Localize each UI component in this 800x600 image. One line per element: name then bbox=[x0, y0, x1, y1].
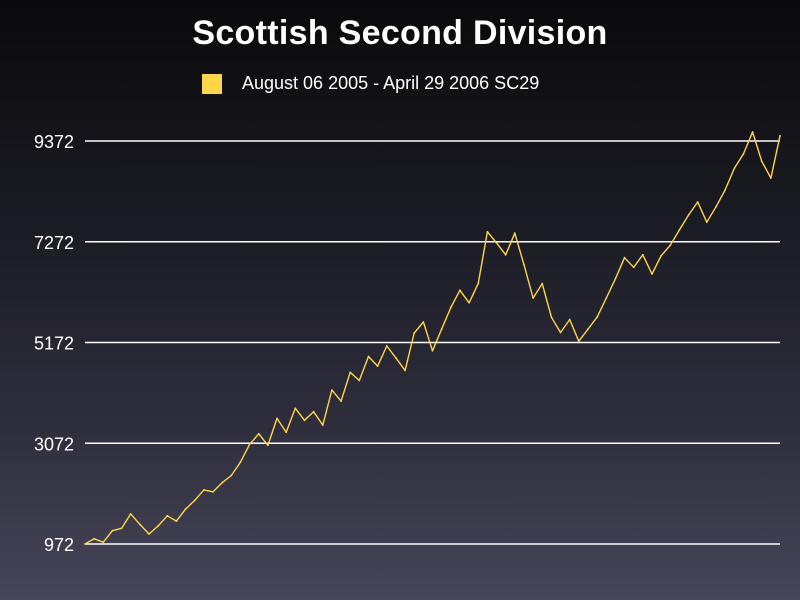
data-point bbox=[221, 481, 224, 484]
data-point bbox=[111, 529, 114, 532]
y-tick-label: 9372 bbox=[34, 132, 74, 152]
data-point bbox=[129, 512, 132, 515]
data-point bbox=[367, 355, 370, 358]
data-point bbox=[239, 461, 242, 463]
data-point bbox=[660, 254, 663, 257]
data-point bbox=[568, 318, 571, 321]
data-point bbox=[212, 490, 214, 493]
data-point bbox=[760, 160, 763, 163]
data-point bbox=[166, 514, 169, 517]
data-point bbox=[376, 365, 379, 368]
data-point bbox=[751, 131, 754, 133]
data-point bbox=[93, 537, 96, 540]
data-point bbox=[138, 523, 141, 526]
data-point bbox=[486, 230, 489, 233]
data-point bbox=[587, 328, 589, 331]
legend-label: August 06 2005 - April 29 2006 SC29 bbox=[242, 73, 540, 93]
data-point bbox=[468, 301, 470, 304]
data-point bbox=[294, 407, 297, 410]
data-point bbox=[449, 306, 452, 309]
legend-swatch bbox=[202, 73, 222, 94]
data-point bbox=[84, 543, 86, 545]
data-point bbox=[331, 389, 333, 391]
data-point bbox=[577, 340, 580, 343]
data-point bbox=[532, 297, 534, 299]
data-point bbox=[385, 345, 388, 347]
data-point bbox=[276, 417, 278, 420]
data-point bbox=[285, 431, 288, 434]
y-tick-label: 5172 bbox=[34, 334, 74, 354]
data-point bbox=[477, 282, 480, 285]
data-point bbox=[422, 321, 425, 323]
data-point bbox=[321, 424, 324, 427]
series-line bbox=[84, 131, 781, 545]
data-point bbox=[459, 289, 461, 292]
data-point bbox=[513, 232, 516, 235]
data-point bbox=[614, 277, 617, 280]
data-point bbox=[523, 263, 525, 266]
data-point bbox=[605, 297, 608, 299]
data-point bbox=[641, 253, 644, 256]
data-point bbox=[340, 400, 342, 403]
y-tick-label: 3072 bbox=[34, 434, 74, 454]
data-point bbox=[669, 244, 672, 247]
data-point bbox=[230, 474, 233, 477]
y-tick-label: 7272 bbox=[34, 233, 74, 253]
data-point bbox=[715, 205, 717, 208]
data-point bbox=[404, 369, 406, 372]
data-point bbox=[413, 332, 416, 334]
data-point bbox=[148, 533, 150, 535]
data-point bbox=[550, 316, 553, 319]
data-point bbox=[312, 410, 315, 413]
y-tick-label: 972 bbox=[44, 535, 74, 555]
data-point bbox=[495, 241, 498, 244]
data-point bbox=[596, 316, 599, 319]
data-point bbox=[559, 331, 562, 334]
data-point bbox=[431, 349, 434, 352]
data-point bbox=[632, 266, 635, 269]
data-point bbox=[696, 201, 699, 203]
data-point bbox=[266, 444, 269, 447]
data-point bbox=[184, 508, 187, 510]
data-point bbox=[202, 488, 205, 491]
data-point bbox=[678, 228, 681, 231]
chart-title: Scottish Second Division bbox=[192, 14, 608, 52]
data-point bbox=[779, 134, 781, 137]
data-point bbox=[769, 177, 772, 179]
data-point bbox=[687, 214, 690, 216]
data-point bbox=[440, 328, 443, 331]
data-point bbox=[257, 432, 260, 435]
data-point bbox=[358, 379, 361, 382]
data-point bbox=[541, 282, 544, 285]
data-point bbox=[303, 419, 306, 422]
data-point bbox=[193, 499, 196, 502]
data-point bbox=[742, 153, 745, 155]
data-point bbox=[504, 253, 507, 256]
data-point bbox=[175, 520, 178, 522]
data-point bbox=[623, 256, 626, 259]
data-point bbox=[102, 541, 105, 544]
data-point bbox=[733, 167, 736, 170]
data-point bbox=[395, 357, 397, 359]
data-point bbox=[724, 189, 727, 191]
data-point bbox=[349, 371, 352, 374]
data-point bbox=[157, 524, 160, 527]
data-point bbox=[120, 527, 123, 530]
data-point bbox=[705, 221, 708, 224]
data-point bbox=[651, 273, 653, 275]
data-point bbox=[248, 443, 251, 446]
legend: August 06 2005 - April 29 2006 SC29 bbox=[202, 73, 539, 94]
